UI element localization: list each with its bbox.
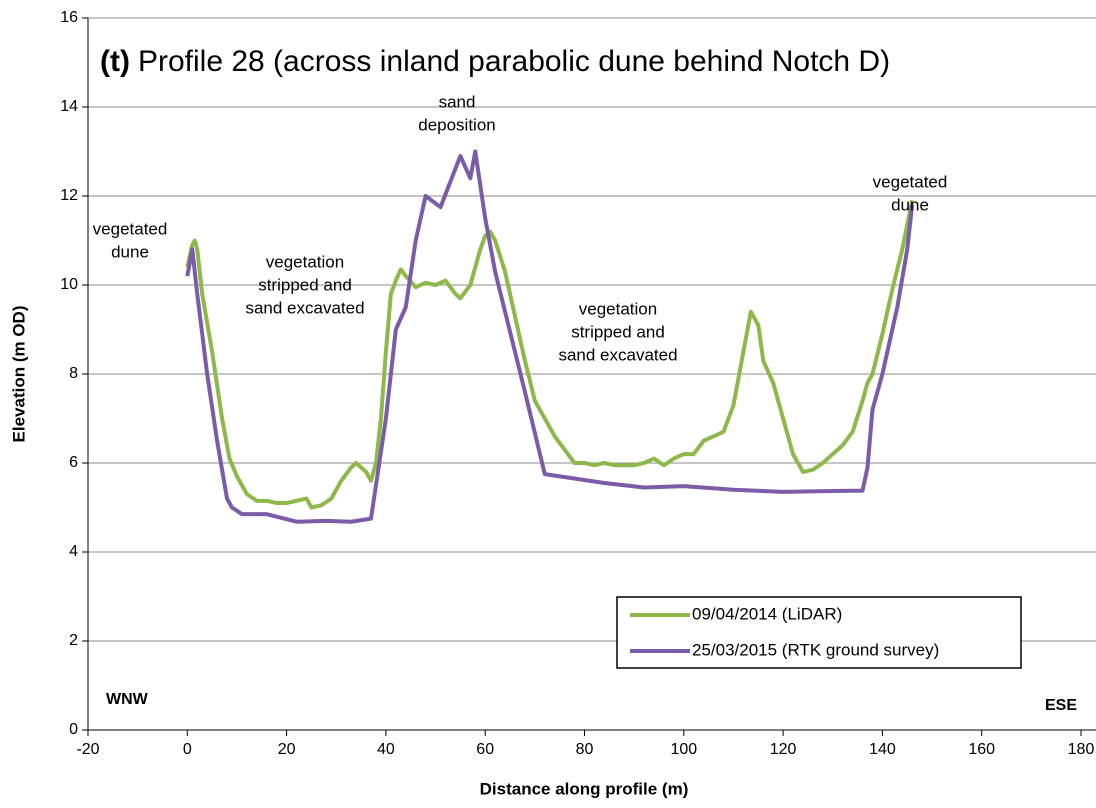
direction-label: ESE [1045,697,1077,714]
y-tick-label: 6 [69,454,78,471]
annotation: vegetated [873,172,948,191]
x-tick-label: -20 [76,741,99,758]
annotation: dune [111,242,149,261]
title-prefix: (t) [100,45,130,78]
title-label: (t) Profile 28 (across inland parabolic d… [100,45,890,78]
y-tick-label: 16 [60,9,78,26]
y-tick-label: 14 [60,98,78,115]
annotation: sand [439,92,476,111]
x-tick-label: 60 [476,741,494,758]
data-line [185,149,915,524]
annotation: stripped and [258,275,352,294]
direction-label: WNW [106,691,149,708]
legend-label: 25/03/2015 (RTK ground survey) [692,640,939,659]
y-tick-label: 2 [69,632,78,649]
x-tick-label: 40 [377,741,395,758]
legend-box [616,596,1022,669]
annotation: vegetated [93,219,168,238]
x-tick-label: 120 [770,741,797,758]
annotation: sand excavated [558,345,677,364]
y-tick-label: 12 [60,187,78,204]
y-tick-label: 4 [69,543,78,560]
annotation: stripped and [571,322,665,341]
y-tick-label: 8 [69,365,78,382]
data-line [185,200,915,510]
y-axis-title: Elevation (m OD) [9,306,28,443]
chart-title: Profile 28 (across inland parabolic dune… [138,45,890,78]
x-tick-label: 80 [576,741,594,758]
x-tick-label: 140 [869,741,896,758]
y-tick-label: 10 [60,276,78,293]
y-tick-label: 0 [69,721,78,738]
x-tick-label: 0 [183,741,192,758]
annotation: dune [891,195,929,214]
x-tick-label: 100 [670,741,697,758]
annotation: vegetation [266,252,344,271]
x-axis-title: Distance along profile (m) [480,779,689,798]
annotation: vegetation [579,299,657,318]
legend-label: 09/04/2014 (LiDAR) [692,604,842,623]
x-tick-label: 20 [278,741,296,758]
annotation: deposition [418,115,496,134]
annotation: sand excavated [245,298,364,317]
x-tick-label: 180 [1068,741,1095,758]
x-tick-label: 160 [968,741,995,758]
